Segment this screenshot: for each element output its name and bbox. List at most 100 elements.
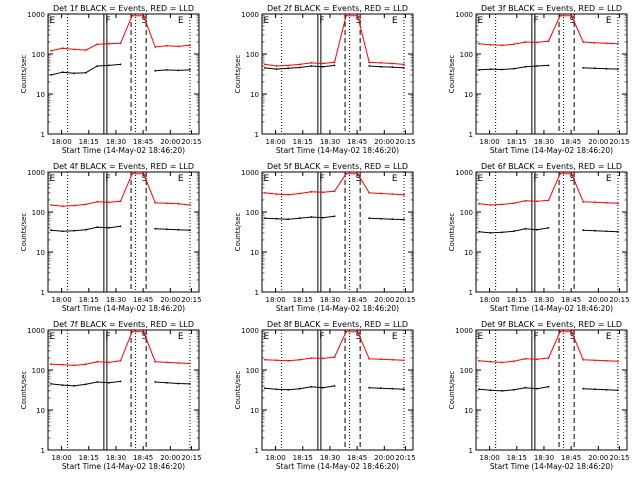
event-marker: F	[319, 174, 324, 184]
lld-point	[264, 192, 266, 194]
y-tick-label: 1000	[455, 327, 473, 335]
x-tick-label: 18:00	[265, 296, 285, 304]
events-point	[501, 231, 504, 234]
y-tick-label: 1	[469, 447, 473, 455]
y-tick-label: 100	[32, 51, 45, 59]
x-tick-label: 18:30	[106, 296, 126, 304]
lld-point	[165, 361, 168, 364]
events-point	[165, 69, 168, 71]
x-axis-label: Start Time (14-May-02 18:46:20)	[62, 462, 185, 471]
plot-frame	[475, 329, 628, 451]
events-point	[582, 67, 585, 69]
x-tick-label: 18:15	[293, 138, 313, 146]
events-point	[84, 71, 87, 74]
y-tick-label: 10	[250, 249, 259, 257]
y-tick-label: 100	[32, 209, 45, 217]
y-tick-label: 1	[255, 289, 259, 297]
y-tick-label: 1	[255, 447, 259, 455]
event-marker: S	[142, 332, 148, 342]
events-point	[275, 388, 278, 391]
y-tick-label: 10	[36, 249, 45, 257]
event-marker: F	[105, 174, 110, 184]
event-marker: F	[533, 174, 538, 184]
events-point	[524, 386, 527, 389]
events-point	[61, 230, 64, 233]
events-point	[547, 385, 550, 388]
y-tick-label: 1000	[455, 169, 473, 177]
lld-point	[605, 42, 608, 45]
events-point	[512, 388, 515, 391]
events-point	[287, 67, 290, 70]
panel-9: Det 9f BLACK = Events, RED = LLD 1 10 100 10…	[448, 320, 630, 471]
lld-point	[50, 49, 52, 52]
lld-point	[403, 193, 405, 196]
event-marker: S	[356, 174, 362, 184]
plot-frame	[261, 171, 414, 293]
events-point	[403, 388, 405, 391]
x-tick-label: 18:45	[561, 296, 581, 304]
lld-point	[379, 192, 382, 195]
y-tick-label: 1000	[241, 11, 259, 19]
lld-point	[570, 14, 573, 17]
events-point	[264, 217, 266, 220]
x-axis-label: Start Time (14-May-02 18:46:20)	[276, 462, 399, 471]
lld-point	[73, 48, 76, 51]
lld-point	[512, 360, 515, 363]
lld-point	[108, 42, 110, 45]
lld-point	[61, 205, 64, 208]
events-point	[478, 230, 480, 233]
events-point	[489, 68, 492, 70]
x-axis-label: Start Time (14-May-02 18:46:20)	[276, 304, 399, 313]
events-point	[512, 230, 515, 233]
x-tick-label: 18:00	[479, 454, 499, 462]
lld-point	[501, 361, 504, 364]
event-marker: S	[570, 16, 576, 26]
event-marker: S	[570, 174, 576, 184]
events-point	[536, 387, 538, 390]
lld-point	[559, 172, 561, 175]
events-point	[368, 386, 371, 389]
plot-frame	[475, 13, 628, 135]
events-point	[310, 385, 313, 388]
lld-point	[154, 360, 157, 363]
lld-point	[275, 65, 278, 67]
events-point	[379, 387, 382, 390]
lld-point	[131, 172, 134, 175]
y-tick-label: 10	[250, 91, 259, 99]
events-point	[403, 218, 405, 221]
lld-point	[189, 204, 191, 206]
lld-series-line	[264, 15, 404, 67]
events-point	[73, 385, 76, 387]
x-tick-label: 18:15	[79, 454, 99, 462]
lld-point	[119, 200, 122, 203]
event-marker: E	[478, 332, 484, 342]
lld-point	[275, 193, 278, 196]
events-point	[189, 69, 191, 71]
panel-title: Det 8f BLACK = Events, RED = LLD	[267, 320, 408, 329]
event-marker: E	[606, 16, 612, 26]
events-point	[275, 68, 278, 70]
panel-7: Det 7f BLACK = Events, RED = LLD 1 10 100 10…	[20, 320, 202, 471]
lld-point	[536, 358, 538, 361]
event-marker: E	[606, 174, 612, 184]
lld-point	[501, 44, 504, 47]
lld-point	[403, 359, 405, 362]
event-marker: S	[142, 174, 148, 184]
lld-point	[547, 357, 550, 359]
lld-point	[177, 45, 180, 48]
event-marker: F	[533, 332, 538, 342]
events-point	[368, 217, 371, 220]
lld-point	[379, 358, 382, 361]
x-tick-label: 20:00	[588, 138, 608, 146]
lld-point	[333, 190, 336, 193]
x-tick-label: 18:45	[561, 454, 581, 462]
plot-frame	[261, 329, 414, 451]
x-tick-label: 18:30	[534, 296, 554, 304]
events-point	[84, 228, 87, 231]
plot-frame	[475, 171, 628, 293]
events-point	[593, 229, 596, 232]
event-marker: F	[533, 16, 538, 26]
y-tick-label: 1	[255, 131, 259, 139]
y-tick-label: 1	[469, 131, 473, 139]
panel-title: Det 6f BLACK = Events, RED = LLD	[481, 162, 622, 171]
